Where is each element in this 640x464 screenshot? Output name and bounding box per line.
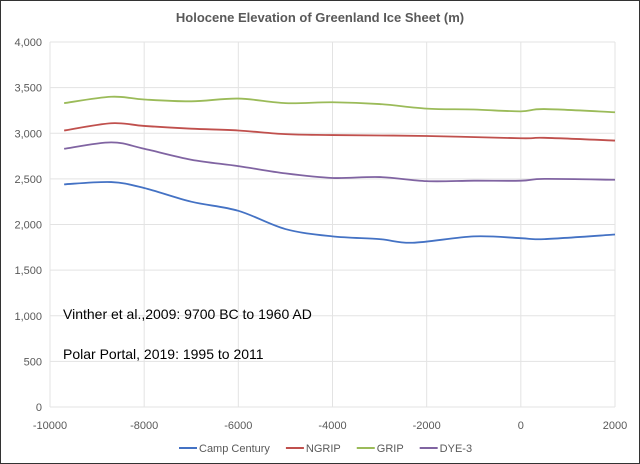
series-line-grip <box>64 95 616 114</box>
legend-label: Camp Century <box>199 443 270 455</box>
series-line-ngrip <box>63 122 616 142</box>
chart-title: Holocene Elevation of Greenland Ice Shee… <box>176 10 464 25</box>
legend-label: DYE-3 <box>440 443 472 455</box>
y-tick-label: 4,000 <box>14 37 42 49</box>
y-tick-label: 0 <box>36 402 42 414</box>
x-tick-label: 0 <box>518 420 524 432</box>
x-tick-label: -4000 <box>318 420 346 432</box>
legend-label: NGRIP <box>306 443 341 455</box>
legend-label: GRIP <box>377 443 404 455</box>
y-tick-label: 2,500 <box>14 174 42 186</box>
annotation-vinther: Vinther et al.,2009: 9700 BC to 1960 AD <box>63 306 312 322</box>
y-tick-label: 3,000 <box>14 128 42 140</box>
annotation-polar-portal: Polar Portal, 2019: 1995 to 2011 <box>63 346 264 362</box>
series-line-camp-century <box>64 181 616 244</box>
series-line-dye-3 <box>64 141 616 183</box>
y-tick-label: 3,500 <box>14 83 42 95</box>
x-tick-label: -8000 <box>130 420 158 432</box>
x-tick-label: 2000 <box>603 420 627 432</box>
y-tick-label: 500 <box>24 356 42 368</box>
x-tick-label: -2000 <box>413 420 441 432</box>
x-tick-label: -6000 <box>224 420 252 432</box>
x-tick-label: -10000 <box>33 420 67 432</box>
y-tick-label: 1,000 <box>14 311 42 323</box>
y-tick-label: 1,500 <box>14 265 42 277</box>
y-tick-label: 2,000 <box>14 220 42 232</box>
